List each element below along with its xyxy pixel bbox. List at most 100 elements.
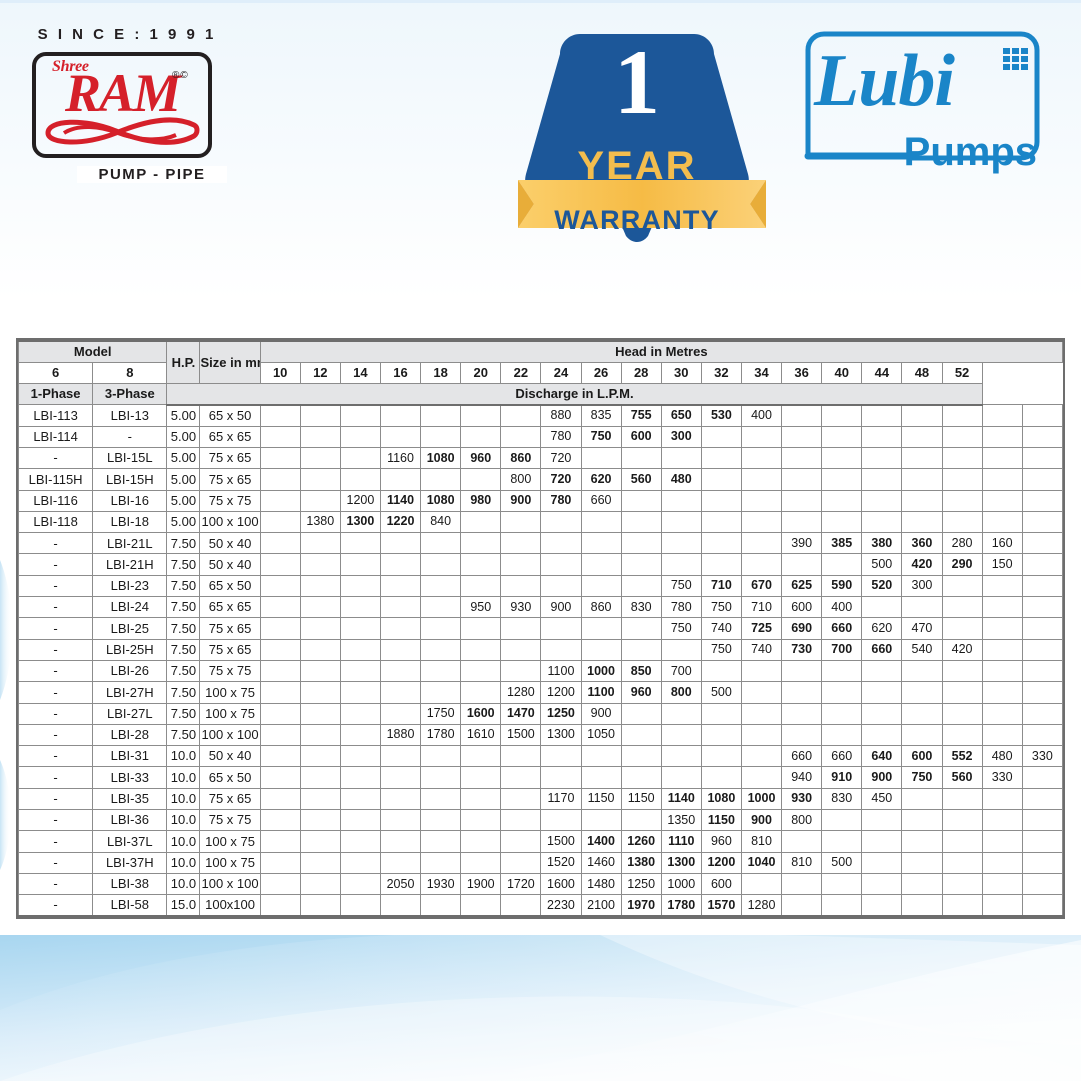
cell-discharge-head-16 bbox=[460, 681, 502, 704]
cell-discharge-head-10: 1300 bbox=[339, 510, 381, 534]
grid-dots-icon bbox=[1003, 48, 1028, 70]
cell-size: 75 x 65 bbox=[199, 638, 261, 661]
cell-discharge-head-36 bbox=[861, 702, 903, 725]
header-head-8: 8 bbox=[92, 361, 168, 385]
cell-discharge-head-52 bbox=[1021, 596, 1064, 619]
header-head-6: 6 bbox=[17, 361, 94, 385]
cell-model-3phase: LBI-27L bbox=[92, 702, 168, 725]
cell-discharge-head-22: 1150 bbox=[580, 787, 622, 811]
cell-discharge-head-8: 1380 bbox=[299, 510, 341, 534]
cell-hp: 10.0 bbox=[166, 872, 201, 896]
cell-discharge-head-40: 420 bbox=[901, 553, 943, 576]
cell-discharge-head-20 bbox=[540, 532, 582, 555]
cell-discharge-head-44 bbox=[941, 787, 983, 811]
cell-discharge-head-22: 750 bbox=[580, 425, 622, 448]
cell-discharge-head-52 bbox=[1021, 446, 1064, 470]
cell-discharge-head-6 bbox=[259, 872, 301, 896]
cell-discharge-head-16 bbox=[460, 532, 502, 555]
cell-discharge-head-8 bbox=[299, 617, 341, 640]
cell-discharge-head-52 bbox=[1021, 723, 1064, 747]
cell-discharge-head-24 bbox=[620, 574, 662, 598]
cell-discharge-head-20: 1170 bbox=[540, 787, 582, 811]
cell-discharge-head-34 bbox=[821, 681, 863, 704]
cell-discharge-head-18 bbox=[500, 830, 542, 853]
cell-discharge-head-8 bbox=[299, 489, 341, 512]
cell-discharge-head-26: 700 bbox=[660, 659, 702, 683]
cell-discharge-head-16: 1600 bbox=[460, 702, 502, 725]
cell-discharge-head-34 bbox=[821, 425, 863, 448]
cell-discharge-head-52 bbox=[1021, 510, 1064, 534]
cell-discharge-head-24: 830 bbox=[620, 596, 662, 619]
cell-hp: 7.50 bbox=[166, 659, 201, 683]
table-row: - LBI-25 7.50 75 x 65 750 740 725 690 660 620 470 bbox=[17, 617, 1064, 640]
header-head-in-metres: Head in Metres bbox=[259, 339, 1064, 363]
cell-discharge-head-52 bbox=[1021, 894, 1064, 918]
cell-discharge-head-22: 1000 bbox=[580, 659, 622, 683]
cell-discharge-head-48 bbox=[981, 510, 1023, 534]
cell-discharge-head-16: 1610 bbox=[460, 723, 502, 747]
cell-model-1phase: - bbox=[17, 574, 94, 598]
cell-discharge-head-26: 800 bbox=[660, 681, 702, 704]
cell-discharge-head-20 bbox=[540, 617, 582, 640]
cell-model-3phase: LBI-58 bbox=[92, 894, 168, 918]
cell-discharge-head-10 bbox=[339, 574, 381, 598]
cell-size: 65 x 65 bbox=[199, 596, 261, 619]
header-head-26: 26 bbox=[580, 361, 622, 385]
cell-discharge-head-30 bbox=[740, 681, 783, 704]
cell-discharge-head-48 bbox=[981, 681, 1023, 704]
cell-discharge-head-16 bbox=[460, 787, 502, 811]
cell-discharge-head-8 bbox=[299, 766, 341, 789]
cell-discharge-head-20: 2230 bbox=[540, 894, 582, 918]
cell-discharge-head-28 bbox=[700, 723, 742, 747]
cell-discharge-head-26 bbox=[660, 766, 702, 789]
cell-discharge-head-40 bbox=[901, 681, 943, 704]
cell-discharge-head-14 bbox=[420, 851, 462, 874]
cell-discharge-head-20 bbox=[540, 638, 582, 661]
cell-discharge-head-20: 900 bbox=[540, 596, 582, 619]
cell-discharge-head-18: 860 bbox=[500, 446, 542, 470]
cell-discharge-head-24 bbox=[620, 809, 662, 832]
cell-discharge-head-24: 560 bbox=[620, 468, 662, 491]
cell-discharge-head-28 bbox=[700, 510, 742, 534]
cell-discharge-head-34 bbox=[821, 468, 863, 491]
table-row: - LBI-28 7.50 100 x 100 1880 1780 1610 1500 1300… bbox=[17, 723, 1064, 747]
header-head-12: 12 bbox=[299, 361, 341, 385]
cell-discharge-head-18 bbox=[500, 553, 542, 576]
cell-discharge-head-6 bbox=[259, 723, 301, 747]
cell-discharge-head-28: 1570 bbox=[700, 894, 742, 918]
cell-discharge-head-20 bbox=[540, 510, 582, 534]
cell-discharge-head-12 bbox=[379, 766, 422, 789]
cell-discharge-head-52 bbox=[1021, 638, 1064, 661]
table-row: - LBI-37H 10.0 100 x 75 1520 1460 1380 1300 1200… bbox=[17, 851, 1064, 874]
cell-size: 100 x 75 bbox=[199, 830, 261, 853]
cell-discharge-head-18 bbox=[500, 425, 542, 448]
table-row: LBI-118 LBI-18 5.00 100 x 100 1380 1300 1220 84… bbox=[17, 510, 1064, 534]
cell-discharge-head-18: 1500 bbox=[500, 723, 542, 747]
cell-size: 100 x 100 bbox=[199, 510, 261, 534]
cell-discharge-head-14 bbox=[420, 745, 462, 768]
header-head-30: 30 bbox=[660, 361, 702, 385]
cell-discharge-head-14 bbox=[420, 830, 462, 853]
cell-discharge-head-18: 1280 bbox=[500, 681, 542, 704]
table-row: LBI-116 LBI-16 5.00 75 x 75 1200 1140 1080 980 9… bbox=[17, 489, 1064, 512]
cell-size: 65 x 50 bbox=[199, 574, 261, 598]
cell-discharge-head-44: 552 bbox=[941, 745, 983, 768]
cell-discharge-head-24 bbox=[620, 446, 662, 470]
cell-discharge-head-34 bbox=[821, 446, 863, 470]
cell-discharge-head-48 bbox=[981, 446, 1023, 470]
cell-discharge-head-26: 650 bbox=[660, 404, 702, 427]
cell-discharge-head-24: 1970 bbox=[620, 894, 662, 918]
cell-hp: 10.0 bbox=[166, 787, 201, 811]
cell-discharge-head-6 bbox=[259, 510, 301, 534]
cell-discharge-head-52: 330 bbox=[1021, 745, 1064, 768]
cell-discharge-head-32 bbox=[781, 702, 823, 725]
cell-discharge-head-40 bbox=[901, 659, 943, 683]
cell-discharge-head-18 bbox=[500, 574, 542, 598]
cell-discharge-head-20: 1200 bbox=[540, 681, 582, 704]
cell-discharge-head-14: 1750 bbox=[420, 702, 462, 725]
warranty-badge: 1 YEAR WARRANTY bbox=[508, 22, 778, 247]
cell-discharge-head-40 bbox=[901, 723, 943, 747]
header-hp: H.P. bbox=[166, 340, 201, 385]
cell-discharge-head-6 bbox=[259, 532, 301, 555]
cell-discharge-head-12 bbox=[379, 596, 422, 619]
